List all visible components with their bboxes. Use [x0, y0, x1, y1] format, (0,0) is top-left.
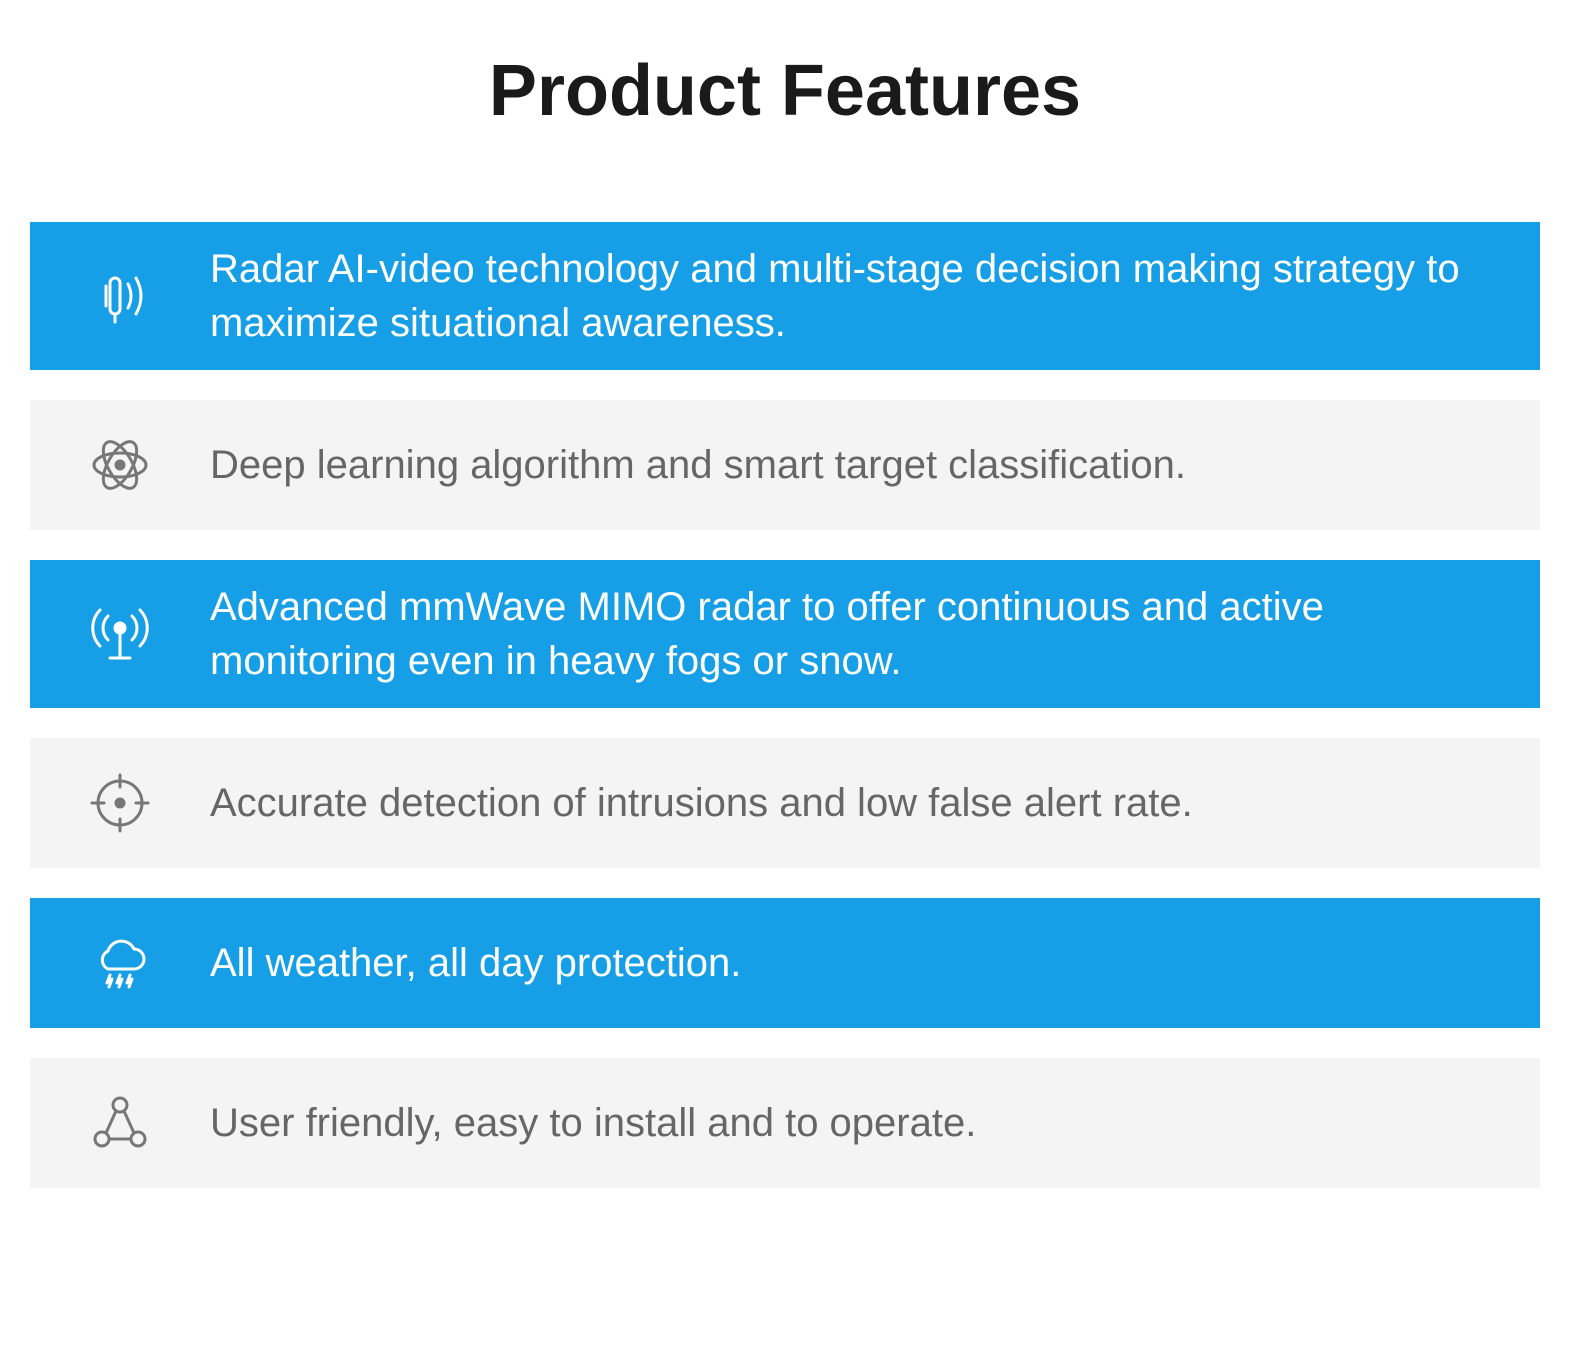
feature-row: Advanced mmWave MIMO radar to offer cont… [30, 560, 1540, 708]
feature-row: Accurate detection of intrusions and low… [30, 738, 1540, 868]
feature-text: Advanced mmWave MIMO radar to offer cont… [210, 580, 1540, 688]
crosshair-icon [30, 771, 210, 835]
network-icon [30, 1091, 210, 1155]
feature-row: All weather, all day protection. [30, 898, 1540, 1028]
feature-text: All weather, all day protection. [210, 936, 1540, 990]
feature-text: Accurate detection of intrusions and low… [210, 776, 1540, 830]
atom-icon [30, 433, 210, 497]
feature-text: User friendly, easy to install and to op… [210, 1096, 1540, 1150]
feature-text: Deep learning algorithm and smart target… [210, 438, 1540, 492]
feature-list: Radar AI-video technology and multi-stag… [30, 222, 1540, 1188]
cloud-storm-icon [30, 931, 210, 995]
feature-row: Radar AI-video technology and multi-stag… [30, 222, 1540, 370]
broadcast-icon [30, 602, 210, 666]
feature-row: User friendly, easy to install and to op… [30, 1058, 1540, 1188]
feature-text: Radar AI-video technology and multi-stag… [210, 242, 1540, 350]
radar-antenna-icon [30, 264, 210, 328]
page-title: Product Features [30, 50, 1540, 132]
feature-row: Deep learning algorithm and smart target… [30, 400, 1540, 530]
